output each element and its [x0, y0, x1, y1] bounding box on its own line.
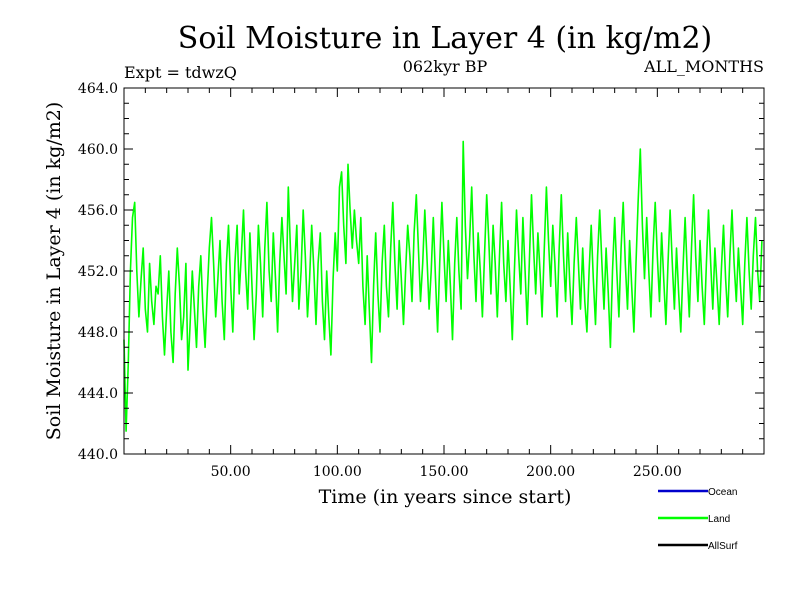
y-tick-label: 456.0 — [78, 203, 118, 219]
y-tick-label: 464.0 — [78, 81, 118, 97]
x-axis-label: Time (in years since start) — [319, 486, 572, 508]
data-layer — [123, 140, 763, 432]
legend-label-land: Land — [708, 514, 730, 525]
legend-label-ocean: Ocean — [708, 487, 737, 498]
period-label: 062kyr BP — [403, 57, 488, 76]
experiment-label: Expt = tdwzQ — [124, 63, 237, 82]
legend-label-allsurf: AllSurf — [708, 541, 738, 552]
x-tick-label: 200.00 — [526, 464, 575, 480]
x-tick-label: 100.00 — [313, 464, 362, 480]
x-tick-label: 50.00 — [211, 464, 251, 480]
chart-title: Soil Moisture in Layer 4 (in kg/m2) — [178, 21, 712, 56]
y-axis-label: Soil Moisture in Layer 4 (in kg/m2) — [43, 102, 65, 441]
y-tick-label: 448.0 — [78, 325, 118, 341]
y-tick-label: 460.0 — [78, 142, 118, 158]
x-tick-label: 150.00 — [420, 464, 469, 480]
y-tick-label: 440.0 — [78, 447, 118, 463]
series-line-land — [123, 140, 763, 432]
legend: Ocean Land AllSurf — [658, 487, 738, 552]
x-tick-label: 250.00 — [633, 464, 682, 480]
y-tick-label: 444.0 — [78, 386, 118, 402]
axes-layer: 440.0 444.0 448.0 452.0 456.0 460.0 464.0 50.00… — [78, 81, 764, 480]
months-label: ALL_MONTHS — [643, 57, 764, 76]
y-tick-label: 452.0 — [78, 264, 118, 280]
